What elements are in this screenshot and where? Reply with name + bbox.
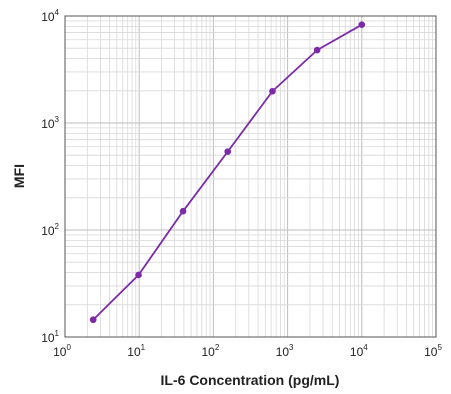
plot-area-frame xyxy=(64,15,437,338)
series-group xyxy=(89,21,366,324)
y-tick-label: 104 xyxy=(41,8,59,24)
x-tick-label: 102 xyxy=(201,343,219,359)
x-tick-label: 101 xyxy=(127,343,145,359)
x-tick-labels: 100 101 102 103 104 105 xyxy=(53,343,442,359)
y-tick-label: 101 xyxy=(41,329,59,345)
x-tick-label: 104 xyxy=(350,343,368,359)
grid xyxy=(64,16,436,338)
y-tick-label: 102 xyxy=(41,222,59,238)
y-axis-title: MFI xyxy=(11,164,27,188)
data-point xyxy=(89,316,97,324)
x-tick-label: 105 xyxy=(424,343,442,359)
x-tick-label: 100 xyxy=(53,343,71,359)
y-tick-label: 103 xyxy=(41,115,59,131)
y-tick-labels: 101 102 103 104 xyxy=(41,8,59,345)
data-point xyxy=(179,207,187,215)
data-point xyxy=(358,21,366,28)
x-tick-label: 103 xyxy=(276,343,294,359)
data-point xyxy=(135,271,142,279)
x-axis-title: IL-6 Concentration (pg/mL) xyxy=(161,372,340,388)
data-point xyxy=(269,87,276,95)
data-point xyxy=(313,46,321,54)
data-point xyxy=(224,148,232,155)
